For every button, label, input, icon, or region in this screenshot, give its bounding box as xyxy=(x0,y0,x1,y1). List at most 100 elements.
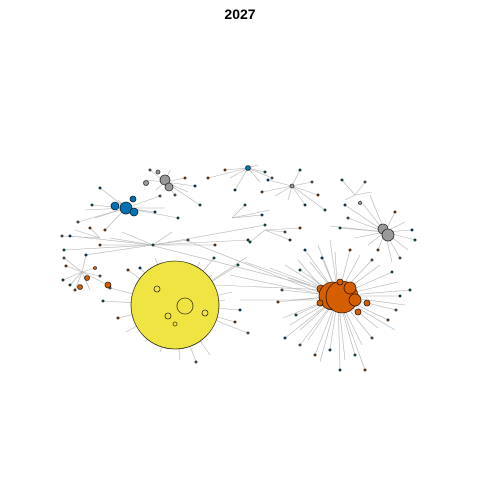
leaf-node xyxy=(153,210,157,214)
leaf-node xyxy=(68,234,72,238)
leaf-node xyxy=(270,176,274,180)
leaf-node xyxy=(238,308,242,312)
network-edge xyxy=(74,271,83,291)
leaf-node xyxy=(280,288,284,292)
leaf-node xyxy=(98,243,102,247)
yellow-node xyxy=(164,312,172,320)
leaf-node xyxy=(408,288,412,292)
orange-node xyxy=(363,299,371,307)
leaf-node xyxy=(353,353,357,357)
orange-node xyxy=(354,308,362,316)
leaf-node xyxy=(263,170,267,174)
network-edge xyxy=(274,185,293,197)
leaf-node xyxy=(98,274,102,278)
leaf-node xyxy=(343,203,347,207)
leaf-node xyxy=(370,336,374,340)
leaf-node xyxy=(173,193,177,197)
yellow-node xyxy=(201,309,209,317)
leaf-node xyxy=(64,264,68,268)
network-edge xyxy=(261,185,293,193)
leaf-node xyxy=(186,238,190,242)
blue-node xyxy=(129,207,139,217)
edge-layer xyxy=(61,164,416,371)
network-edge xyxy=(354,181,366,196)
leaf-node xyxy=(303,203,307,207)
leaf-node xyxy=(148,168,152,172)
leaf-node xyxy=(390,270,394,274)
leaf-node xyxy=(376,248,380,252)
leaf-node xyxy=(338,368,342,372)
network-edge xyxy=(65,265,83,273)
leaf-node xyxy=(363,368,367,372)
blue-hub-node xyxy=(119,201,133,215)
leaf-node xyxy=(103,228,107,232)
plot-title: 2027 xyxy=(224,6,256,22)
leaf-node xyxy=(108,286,112,290)
orange-node xyxy=(336,278,344,286)
leaf-node xyxy=(303,248,307,252)
network-edge xyxy=(84,207,127,211)
leaf-node xyxy=(346,216,350,220)
leaf-node xyxy=(288,238,292,242)
leaf-node xyxy=(246,238,250,242)
network-edge xyxy=(214,284,331,291)
leaf-node xyxy=(294,313,298,317)
leaf-node xyxy=(101,299,105,303)
network-edge xyxy=(63,257,83,273)
network-edge xyxy=(81,254,87,273)
yellow-community-node xyxy=(130,260,220,350)
network-edge xyxy=(297,259,323,289)
leaf-node xyxy=(246,331,250,335)
network-edge xyxy=(247,167,266,173)
network-edge xyxy=(341,179,356,196)
network-edge xyxy=(84,244,154,256)
leaf-node xyxy=(73,288,77,292)
network-edge xyxy=(267,179,293,187)
leaf-node xyxy=(320,256,324,260)
network-edge xyxy=(184,239,319,293)
leaf-node xyxy=(151,243,155,247)
leaf-node xyxy=(233,320,237,324)
leaf-node xyxy=(316,193,320,197)
leaf-node xyxy=(340,178,344,182)
leaf-node xyxy=(348,248,352,252)
leaf-node xyxy=(193,184,197,188)
network-edge xyxy=(74,229,101,239)
network-edge xyxy=(109,237,154,246)
network-edge xyxy=(249,229,266,243)
leaf-node xyxy=(298,268,302,272)
leaf-node xyxy=(298,226,302,230)
yellow-node xyxy=(176,297,194,315)
leaf-node xyxy=(158,194,162,198)
network-edge xyxy=(229,274,326,296)
gray-node xyxy=(289,183,295,189)
leaf-node xyxy=(98,186,102,190)
network-edge xyxy=(62,271,83,281)
leaf-node xyxy=(413,238,417,242)
gray-node xyxy=(164,182,174,192)
network-edge xyxy=(291,185,306,206)
leaf-node xyxy=(310,180,314,184)
leaf-node xyxy=(206,176,210,180)
leaf-node xyxy=(176,216,180,220)
network-edge xyxy=(284,264,323,289)
leaf-node xyxy=(68,283,72,287)
leaf-node xyxy=(90,203,94,207)
leaf-node xyxy=(194,360,198,364)
network-edge xyxy=(229,167,249,179)
yellow-node xyxy=(153,285,161,293)
gray-node xyxy=(358,201,362,205)
leaf-node xyxy=(266,178,270,182)
leaf-node xyxy=(298,343,302,347)
leaf-node xyxy=(183,176,187,180)
leaf-node xyxy=(212,256,216,260)
leaf-node xyxy=(116,316,120,320)
network-edge xyxy=(291,185,326,211)
network-edge xyxy=(247,167,273,179)
blue-node xyxy=(110,201,120,211)
leaf-node xyxy=(313,353,317,357)
network-edge xyxy=(291,185,319,196)
leaf-node xyxy=(61,278,65,282)
network-edge xyxy=(152,231,173,246)
node-layer xyxy=(60,165,417,372)
